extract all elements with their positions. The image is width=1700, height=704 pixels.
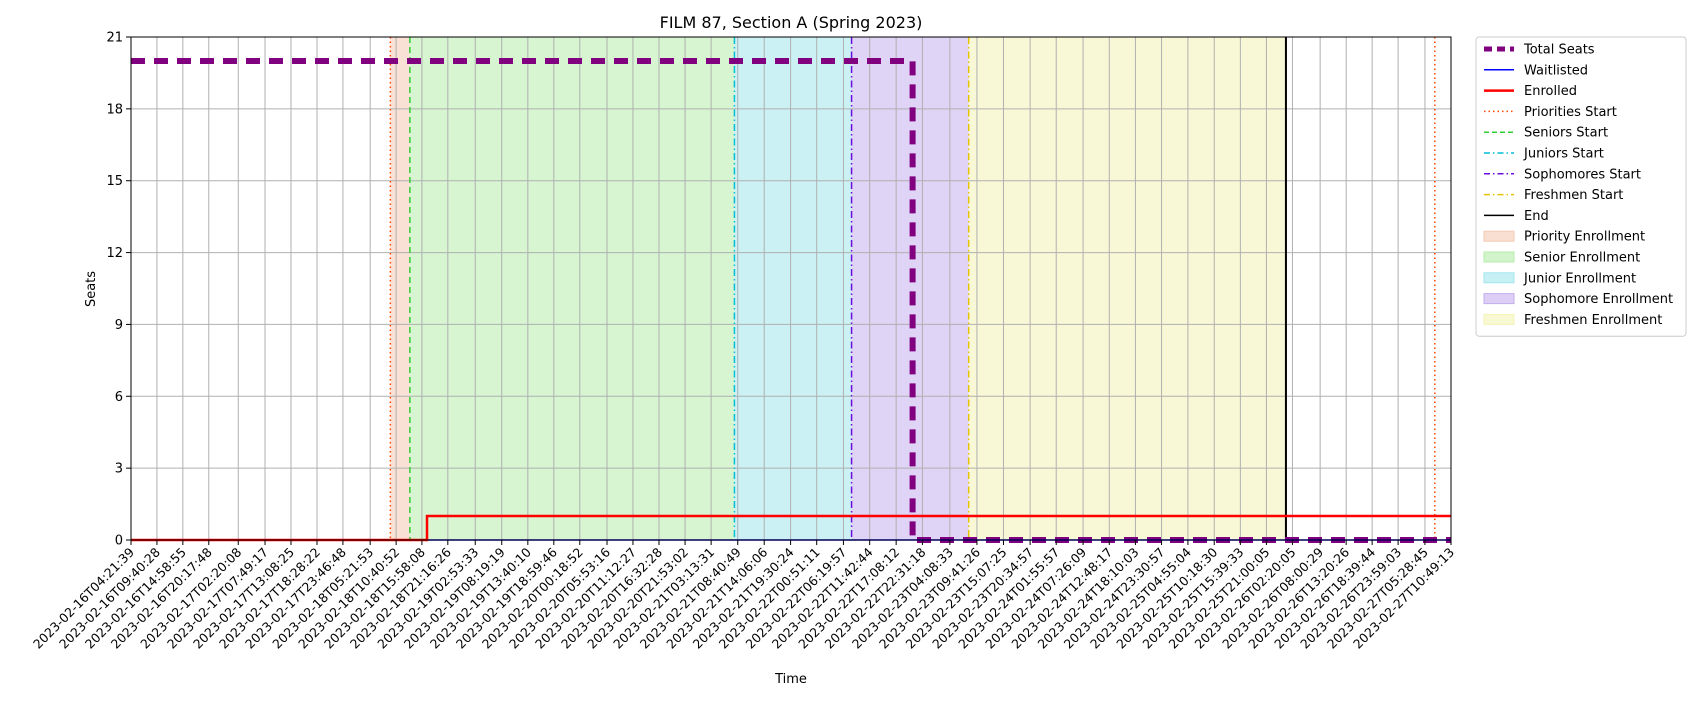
period-freshmen-enrollment	[968, 37, 1286, 540]
legend-label-waitlisted: Waitlisted	[1524, 63, 1588, 78]
legend-label-priorities-start: Priorities Start	[1524, 105, 1617, 120]
y-tick-label: 9	[115, 318, 123, 333]
legend-label-junior-enrollment: Junior Enrollment	[1523, 271, 1636, 286]
chart-title: FILM 87, Section A (Spring 2023)	[660, 13, 923, 32]
legend-label-priority-enrollment: Priority Enrollment	[1524, 230, 1645, 245]
y-tick-label: 21	[106, 31, 123, 46]
legend-swatch-priority-enrollment	[1483, 230, 1515, 242]
y-tick-label: 12	[106, 246, 123, 261]
period-priority-enrollment	[390, 37, 410, 540]
period-junior-enrollment	[734, 37, 852, 540]
y-tick-label: 0	[115, 534, 123, 549]
legend-label-sophomores-start: Sophomores Start	[1524, 167, 1641, 182]
y-tick-label: 6	[115, 390, 123, 405]
legend-label-enrolled: Enrolled	[1524, 84, 1577, 99]
legend-label-sophomore-enrollment: Sophomore Enrollment	[1524, 292, 1673, 307]
legend-swatch-junior-enrollment	[1483, 272, 1515, 284]
y-axis-label: Seats	[84, 271, 99, 307]
legend-label-seniors-start: Seniors Start	[1524, 126, 1608, 141]
legend-label-juniors-start: Juniors Start	[1523, 147, 1604, 162]
legend-box	[1475, 36, 1687, 337]
x-axis-label: Time	[774, 672, 807, 687]
y-tick-label: 3	[115, 462, 123, 477]
legend-swatch-sophomore-enrollment	[1483, 293, 1515, 305]
legend-label-senior-enrollment: Senior Enrollment	[1524, 251, 1640, 266]
legend: Total Seats Waitlisted Enrolled Priorities …	[1475, 36, 1687, 337]
legend-label-end: End	[1524, 209, 1549, 224]
period-senior-enrollment	[409, 37, 735, 540]
y-tick-label: 18	[106, 102, 123, 117]
plot-area: 0369121518212023-02-16T04:21:392023-02-1…	[30, 31, 1457, 652]
legend-label-freshmen-enrollment: Freshmen Enrollment	[1524, 313, 1662, 328]
y-tick-label: 15	[106, 174, 123, 189]
legend-label-freshmen-start: Freshmen Start	[1524, 188, 1623, 203]
legend-label-total-seats: Total Seats	[1523, 43, 1595, 58]
legend-swatch-freshmen-enrollment	[1483, 313, 1515, 325]
legend-swatch-senior-enrollment	[1483, 251, 1515, 263]
